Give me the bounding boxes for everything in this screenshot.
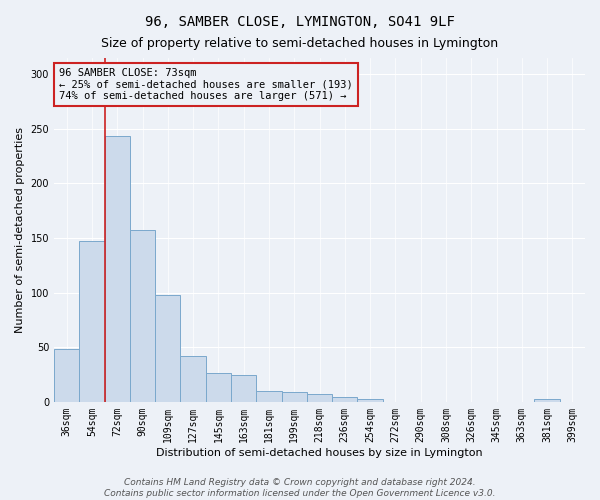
Bar [79, 241, 104, 402]
Text: 96 SAMBER CLOSE: 73sqm
← 25% of semi-detached houses are smaller (193)
74% of se: 96 SAMBER CLOSE: 73sqm ← 25% of semi-det… [59, 68, 353, 101]
Bar [104, 136, 130, 402]
Y-axis label: Number of semi-detached properties: Number of semi-detached properties [15, 126, 25, 332]
Bar [256, 391, 281, 402]
Bar [181, 356, 206, 402]
Text: Size of property relative to semi-detached houses in Lymington: Size of property relative to semi-detach… [101, 38, 499, 51]
Bar [535, 398, 560, 402]
Bar [54, 350, 79, 402]
Text: Contains HM Land Registry data © Crown copyright and database right 2024.
Contai: Contains HM Land Registry data © Crown c… [104, 478, 496, 498]
Bar [206, 374, 231, 402]
Bar [307, 394, 332, 402]
Text: 96, SAMBER CLOSE, LYMINGTON, SO41 9LF: 96, SAMBER CLOSE, LYMINGTON, SO41 9LF [145, 15, 455, 29]
Bar [281, 392, 307, 402]
Bar [358, 398, 383, 402]
Bar [231, 374, 256, 402]
Bar [332, 398, 358, 402]
Bar [130, 230, 155, 402]
X-axis label: Distribution of semi-detached houses by size in Lymington: Distribution of semi-detached houses by … [156, 448, 483, 458]
Bar [155, 294, 181, 402]
